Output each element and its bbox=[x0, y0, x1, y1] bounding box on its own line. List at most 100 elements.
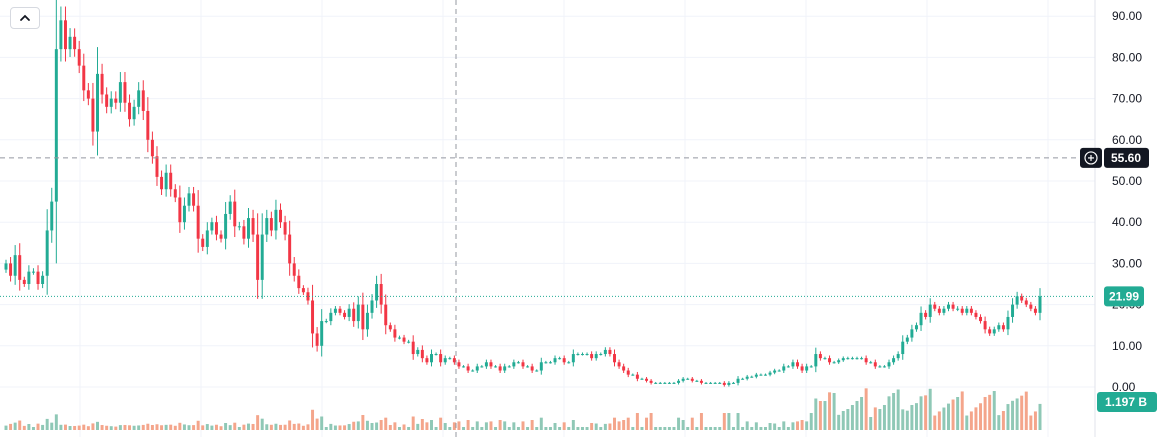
candle-body bbox=[150, 139, 154, 157]
volume-bar bbox=[773, 423, 777, 430]
volume-bar bbox=[13, 422, 17, 430]
candle-body bbox=[722, 382, 726, 385]
candle-body bbox=[841, 358, 845, 361]
collapse-button[interactable] bbox=[10, 7, 40, 29]
volume-bar bbox=[768, 423, 772, 430]
candle-body bbox=[713, 382, 717, 384]
candle-body bbox=[480, 366, 484, 368]
candle-body bbox=[471, 370, 475, 372]
volume-bar bbox=[942, 407, 946, 430]
candle-body bbox=[178, 197, 182, 223]
candle-body bbox=[695, 380, 699, 382]
volume-bar bbox=[347, 424, 351, 430]
volume-bar bbox=[814, 398, 818, 430]
candle-body bbox=[1011, 304, 1015, 317]
volume-bar bbox=[686, 427, 690, 430]
volume-bar bbox=[160, 425, 164, 430]
volume-bar bbox=[809, 413, 813, 430]
candle-body bbox=[448, 358, 452, 360]
candle-body bbox=[365, 312, 369, 330]
volume-bar bbox=[169, 424, 173, 430]
volume-bar bbox=[745, 421, 749, 430]
candle-body bbox=[512, 362, 516, 367]
volume-bar bbox=[562, 422, 566, 430]
volume-bar bbox=[329, 423, 333, 430]
volume-bar bbox=[869, 417, 873, 430]
volume-bar bbox=[924, 395, 928, 430]
volume-bar bbox=[553, 423, 557, 430]
candle-body bbox=[384, 304, 388, 326]
volume-bar bbox=[649, 413, 653, 430]
volume-bar bbox=[635, 413, 639, 430]
candle-body bbox=[397, 337, 401, 339]
volume-bar bbox=[777, 427, 781, 430]
candle-body bbox=[599, 354, 603, 356]
candle-body bbox=[13, 255, 17, 276]
volume-bar bbox=[850, 405, 854, 430]
candle-body bbox=[992, 329, 996, 334]
volume-bar bbox=[837, 414, 841, 430]
last-price-bg bbox=[1104, 286, 1144, 307]
candle-body bbox=[786, 366, 790, 368]
candle-body bbox=[375, 284, 379, 301]
volume-bar bbox=[173, 425, 177, 430]
volume-bar bbox=[246, 423, 250, 430]
volume-bar bbox=[96, 421, 99, 430]
candle-body bbox=[132, 106, 136, 120]
volume-bar bbox=[150, 425, 154, 430]
volume-badge: 1.197 B bbox=[1097, 392, 1157, 412]
candle-body bbox=[1029, 304, 1033, 309]
volume-bar bbox=[818, 401, 822, 430]
volume-bar bbox=[860, 397, 864, 430]
volume-bar bbox=[416, 423, 420, 430]
candle-body bbox=[123, 82, 127, 103]
candle-body bbox=[818, 354, 822, 359]
volume-bar bbox=[118, 425, 122, 430]
chevron-up-icon bbox=[20, 14, 30, 21]
candle-body bbox=[663, 382, 667, 384]
candle-body bbox=[828, 358, 832, 363]
volume-bar bbox=[699, 413, 703, 430]
candle-body bbox=[347, 308, 351, 317]
price-tick-label: 70.00 bbox=[1112, 92, 1142, 106]
volume-bar bbox=[187, 425, 191, 430]
candle-body bbox=[645, 378, 649, 381]
volume-bar bbox=[59, 424, 63, 430]
volume-bar bbox=[214, 424, 218, 430]
candle-body bbox=[919, 312, 923, 326]
candle-body bbox=[658, 382, 662, 384]
candle-body bbox=[498, 366, 502, 371]
candle-body bbox=[864, 358, 868, 363]
volume-bar bbox=[233, 422, 237, 430]
volume-bar bbox=[242, 424, 246, 430]
candle-body bbox=[370, 300, 374, 313]
candle-body bbox=[54, 49, 58, 202]
volume-bar bbox=[480, 427, 484, 430]
candle-body bbox=[388, 325, 392, 330]
volume-bar bbox=[626, 417, 630, 430]
volume-bar bbox=[1029, 415, 1033, 430]
plus-circle-icon bbox=[1084, 151, 1098, 165]
volume-bar bbox=[910, 405, 914, 430]
volume-bar bbox=[974, 407, 978, 430]
candle-body bbox=[4, 263, 8, 270]
candle-body bbox=[837, 360, 841, 363]
volume-bar bbox=[297, 423, 301, 430]
price-tick-label: 80.00 bbox=[1112, 50, 1142, 64]
candle-body bbox=[855, 358, 859, 360]
candle-body bbox=[521, 362, 525, 367]
volume-bar bbox=[1020, 395, 1024, 430]
volume-bar bbox=[36, 423, 40, 430]
candle-body bbox=[182, 205, 186, 223]
candle-body bbox=[100, 73, 104, 95]
volume-bar bbox=[507, 427, 511, 430]
candle-body bbox=[205, 230, 209, 247]
crosshair-price-badge: 55.60 bbox=[1080, 147, 1149, 168]
candle-body bbox=[960, 308, 964, 313]
candle-body bbox=[141, 90, 145, 111]
candle-body bbox=[315, 333, 319, 346]
candle-body bbox=[311, 300, 315, 334]
volume-bar bbox=[512, 422, 516, 430]
candle-body bbox=[320, 321, 324, 346]
